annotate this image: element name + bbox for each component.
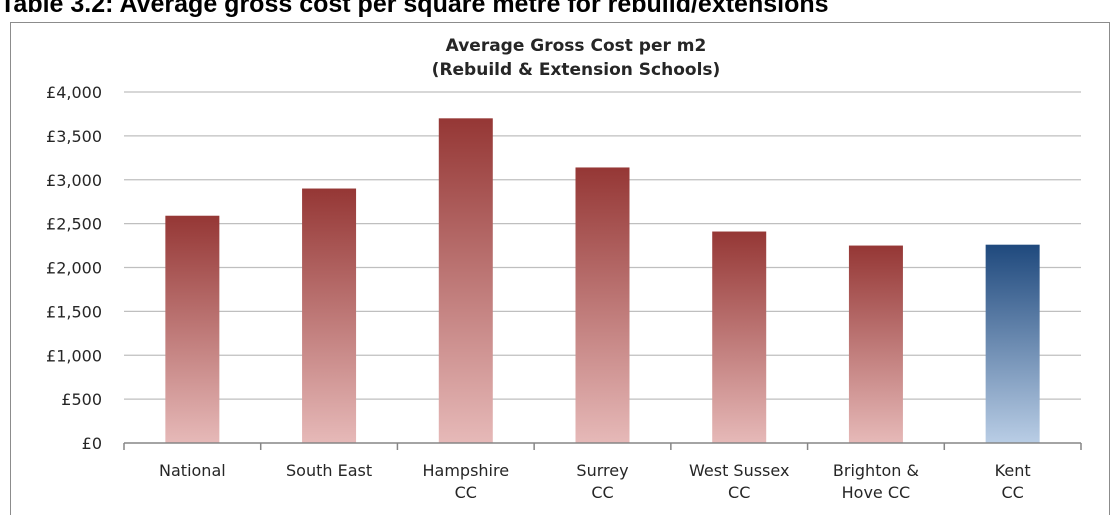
x-category-label: Hampshire [422,461,509,480]
bar [165,215,220,443]
chart-title-line: Average Gross Cost per m2 [446,36,707,56]
x-category-label: CC [1001,483,1023,502]
y-tick-label: £1,000 [46,346,102,365]
x-category-label: CC [591,483,613,502]
bar [848,245,903,443]
y-tick-label: £4,000 [46,83,102,102]
x-category-label: CC [455,483,477,502]
x-category-label: Hove CC [842,483,911,502]
chart-title-line: (Rebuild & Extension Schools) [432,60,721,80]
y-tick-label: £0 [82,434,102,453]
y-tick-label: £2,500 [46,215,102,234]
y-tick-label: £2,000 [46,259,102,278]
bar [302,188,357,443]
bar [575,167,630,443]
y-tick-label: £3,500 [46,127,102,146]
chart-frame: Average Gross Cost per m2 (Rebuild & Exte… [10,22,1110,515]
bar [712,231,767,443]
x-category-label: West Sussex [689,461,789,480]
y-tick-label: £1,500 [46,302,102,321]
x-category-label: Brighton & [833,461,919,480]
y-tick-label: £500 [61,390,102,409]
x-category-label: Kent [995,461,1031,480]
x-category-label: Surrey [576,461,628,480]
bar [985,244,1040,443]
x-category-label: South East [286,461,372,480]
document-caption: Table 3.2: Average gross cost per square… [0,0,829,18]
bar-chart: Average Gross Cost per m2 (Rebuild & Exte… [46,36,1082,502]
bar [438,118,493,443]
x-category-label: National [159,461,226,480]
x-category-label: CC [728,483,750,502]
y-tick-label: £3,000 [46,171,102,190]
